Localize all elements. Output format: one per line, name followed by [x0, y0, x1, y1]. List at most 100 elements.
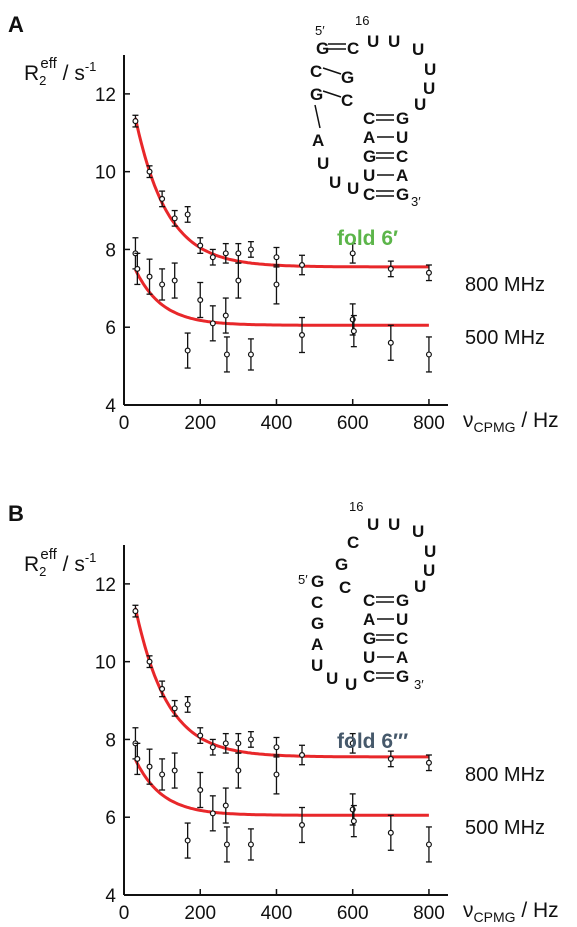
y-tick-label: 8	[105, 240, 116, 261]
panel-b-fit-lines	[133, 607, 429, 817]
fit-line-800mhz	[133, 117, 429, 269]
rna-a-nt: G	[310, 85, 323, 104]
data-point	[197, 771, 204, 809]
panel-a: A R2eff / s-1 0 200 400 600 800 4 6 8 10 12 800 M…	[8, 12, 559, 435]
rna-b-nt: U	[388, 515, 400, 534]
y-tick-label: 6	[105, 808, 116, 829]
data-point	[299, 316, 306, 354]
data-point	[235, 752, 242, 789]
data-point	[184, 206, 191, 223]
rna-a-nt: C	[363, 185, 375, 204]
data-point	[223, 336, 230, 373]
data-point	[159, 680, 166, 698]
x-tick-label: 600	[337, 903, 369, 924]
rna-b-nt: A	[396, 648, 408, 667]
data-point	[247, 338, 254, 371]
data-point	[273, 754, 280, 795]
data-point	[247, 241, 254, 258]
x-tick-label: 800	[413, 413, 445, 434]
data-point	[146, 258, 153, 295]
rna-b-nt: C	[347, 533, 359, 552]
panel-a-series-label-800: 800 MHz	[465, 274, 545, 296]
rna-a-nt: U	[388, 32, 400, 51]
data-point	[273, 736, 280, 758]
data-point	[197, 281, 204, 319]
rna-a-highlight-nt: U	[367, 32, 379, 51]
rna-a-nt: G	[396, 185, 409, 204]
data-point	[299, 254, 306, 276]
rna-b-nt: U	[424, 542, 436, 561]
data-point	[350, 804, 357, 838]
rna-a-nt: U	[396, 128, 408, 147]
data-point	[146, 165, 153, 179]
rna-a-nt: U	[412, 40, 424, 59]
data-point	[209, 305, 216, 342]
y-tick-label: 4	[105, 886, 116, 907]
rna-a-nt: U	[423, 79, 435, 98]
rna-b-nt: C	[396, 629, 408, 648]
panel-a-fold-label: fold 6′	[337, 227, 398, 250]
rna-b-nt: G	[396, 667, 409, 686]
x-tick-label: 0	[119, 413, 130, 434]
data-point	[223, 826, 230, 863]
data-point	[387, 814, 394, 851]
x-tick-label: 400	[261, 413, 293, 434]
rna-b-nt: C	[363, 591, 375, 610]
panel-a-rna-structure: 5′ 16 G C G C G C A U U U U U U U U	[310, 13, 436, 209]
rna-a-nt: U	[317, 154, 329, 173]
data-point	[299, 806, 306, 844]
rna-a-nt: A	[396, 166, 408, 185]
rna-b-nt: A	[363, 610, 375, 629]
rna-b-nt: U	[414, 577, 426, 596]
rna-b-nt: G	[311, 572, 324, 591]
panel-a-data-points	[132, 114, 432, 373]
data-point	[171, 752, 178, 789]
data-point	[425, 826, 432, 863]
x-tick-label: 200	[184, 903, 216, 924]
data-point	[349, 242, 356, 264]
data-point	[209, 795, 216, 832]
rna-b-nt: U	[412, 522, 424, 541]
data-point	[247, 828, 254, 861]
data-point	[209, 738, 216, 756]
rna-a-nt: C	[347, 39, 359, 58]
data-point	[235, 262, 242, 299]
y-tick-label: 12	[95, 85, 116, 106]
panel-b-fold-label: fold 6′′′	[337, 730, 408, 753]
rna-a-loop-number: 16	[355, 13, 369, 28]
x-tick-label: 800	[413, 903, 445, 924]
panel-b: B R2eff / s-1 0 200 400 600 800 4 6 8 10 12 800 M…	[8, 499, 559, 925]
data-point	[299, 744, 306, 766]
data-point	[197, 727, 204, 744]
data-point	[273, 264, 280, 305]
rna-a-nt: C	[396, 147, 408, 166]
rna-a-nt: U	[363, 166, 375, 185]
y-tick-label: 10	[95, 163, 116, 184]
fit-line-500mhz	[134, 268, 429, 327]
data-point	[247, 731, 254, 748]
rna-a-nt: U	[329, 173, 341, 192]
data-point	[209, 248, 216, 266]
data-point	[132, 114, 139, 128]
x-tick-label: 600	[337, 413, 369, 434]
rna-b-nt: G	[335, 555, 348, 574]
data-point	[171, 699, 178, 717]
rna-b-highlight-nt: U	[367, 515, 379, 534]
panel-b-label: B	[8, 501, 24, 526]
rna-a-nt: C	[341, 91, 353, 110]
data-point	[425, 336, 432, 373]
panel-b-series-label-500: 500 MHz	[465, 817, 545, 839]
data-point	[350, 314, 357, 348]
y-tick-label: 10	[95, 653, 116, 674]
panel-a-series-label-500: 500 MHz	[465, 327, 545, 349]
data-point	[222, 242, 229, 264]
x-tick-label: 200	[184, 413, 216, 434]
panel-a-ticks: 0 200 400 600 800 4 6 8 10 12	[95, 85, 445, 434]
rna-a-five-prime: 5′	[315, 23, 325, 38]
data-point	[171, 209, 178, 227]
fit-line-800mhz	[133, 607, 429, 759]
rna-a-nt: G	[341, 68, 354, 87]
rna-b-nt: U	[423, 561, 435, 580]
rna-b-nt: G	[396, 591, 409, 610]
data-point	[425, 754, 432, 772]
